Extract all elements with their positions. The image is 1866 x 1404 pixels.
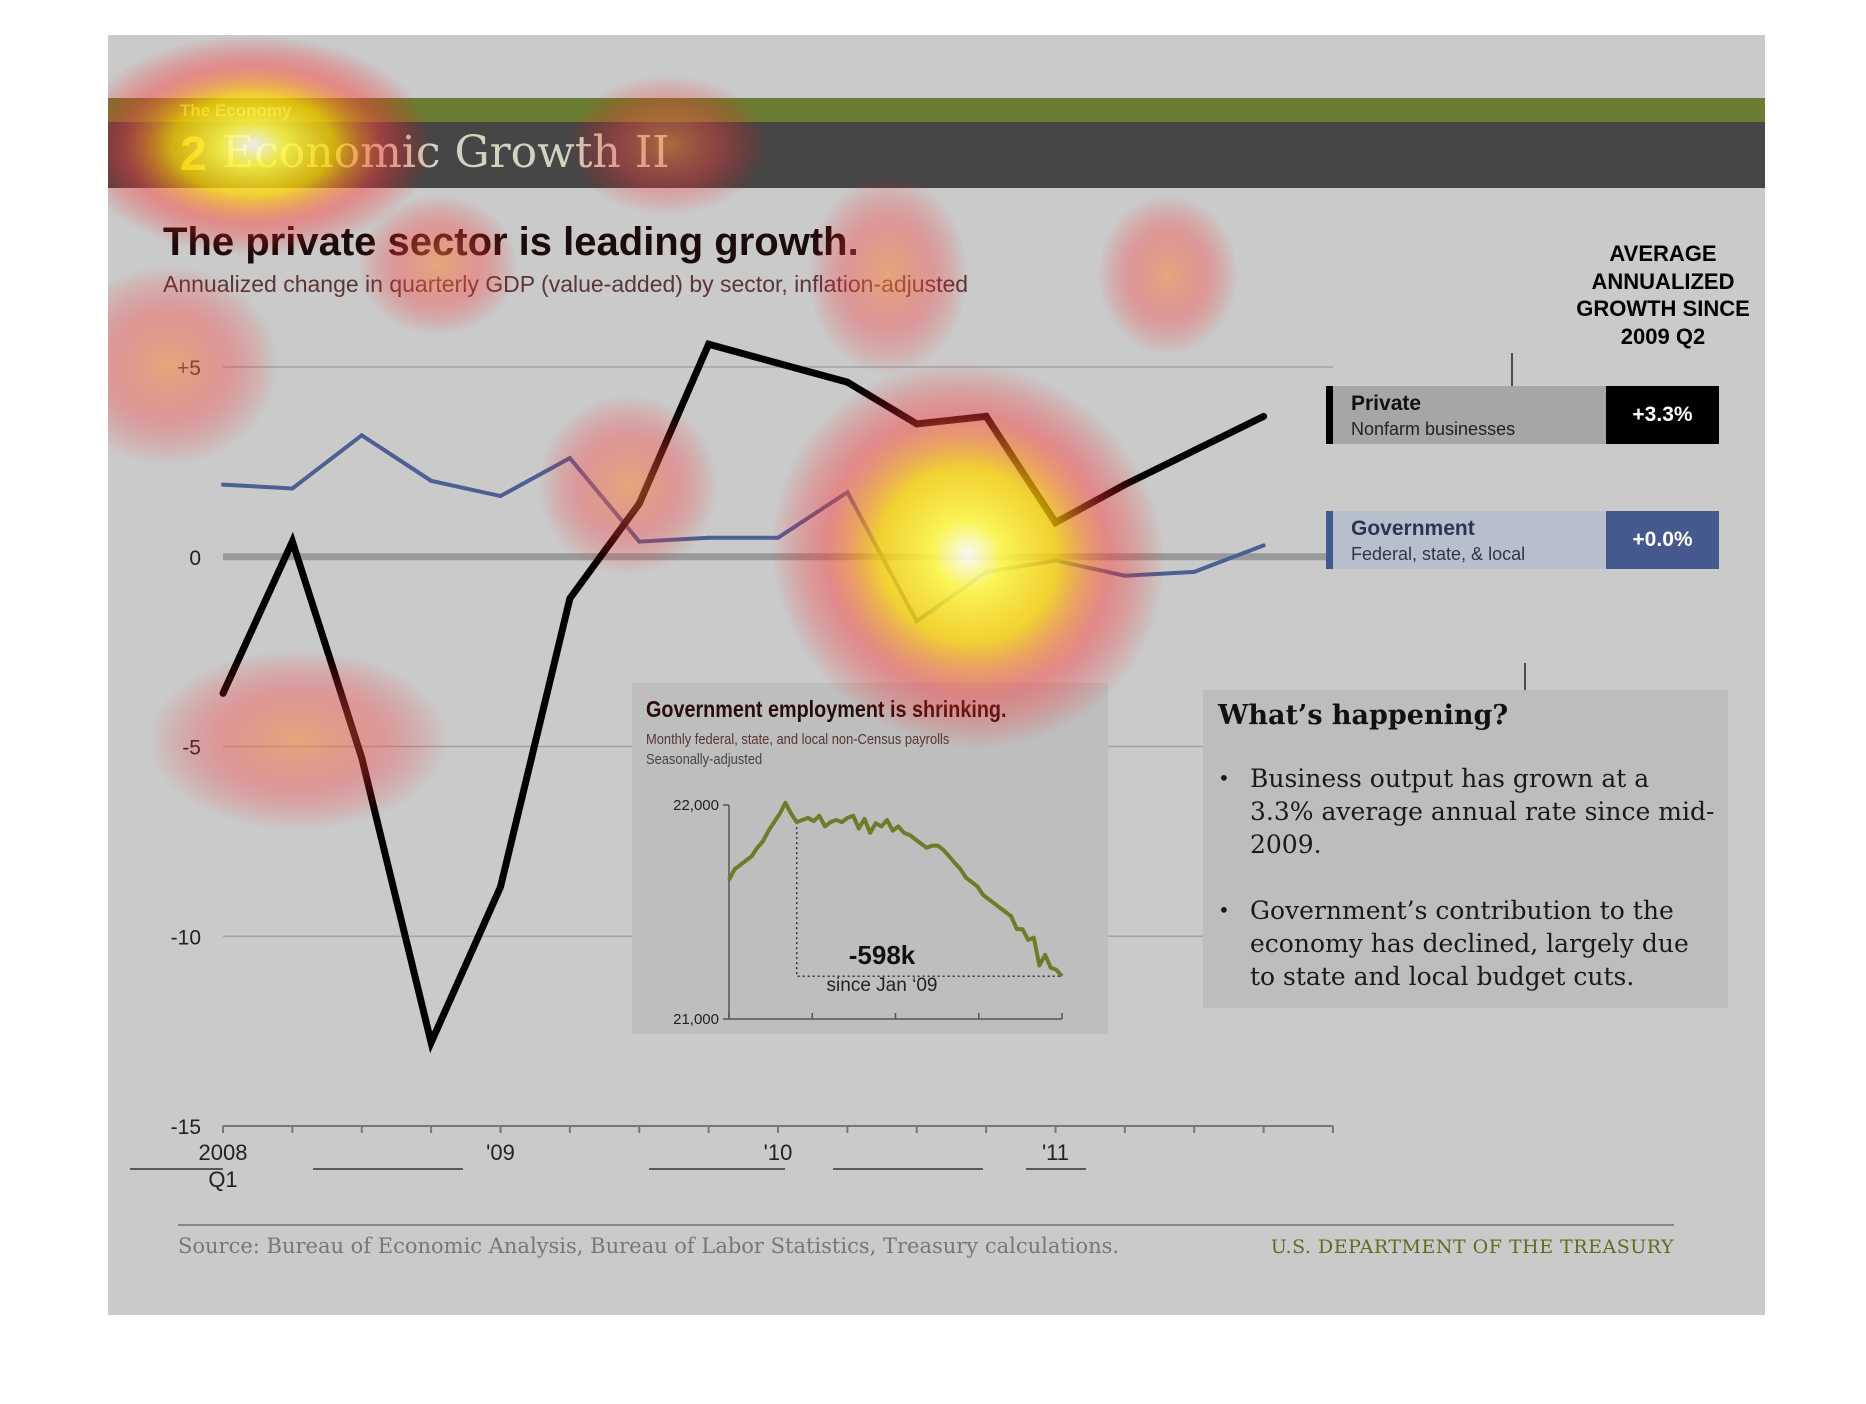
government-data-point [359,433,364,438]
private-data-point [705,340,713,348]
government-data-point [429,478,434,483]
government-data-point [567,456,572,461]
x-tick-label: 2008 [199,1140,248,1165]
legend-header: AVERAGE ANNUALIZED GROWTH SINCE 2009 Q2 [1576,241,1750,349]
private-data-point [982,412,990,420]
slide: The Economy 2 Economic Growth II The pri… [108,35,1765,1315]
private-data-point [1190,446,1198,454]
legend-private-value: +3.3% [1606,386,1719,444]
government-data-point [1053,558,1058,563]
private-data-point [774,359,782,367]
legend-government-desc: Federal, state, & local [1351,544,1526,564]
private-data-point [843,378,851,386]
bullet-item: Government’s contribution to the economy… [1218,894,1718,993]
whats-happening-panel: What’s happening? Business output has gr… [1203,690,1728,1008]
government-data-point [914,619,919,624]
private-data-point [219,689,227,697]
legend-government-value: +0.0% [1606,511,1719,569]
org-name: U.S. DEPARTMENT OF THE TREASURY [1270,1236,1674,1258]
x-tick-label: '11 [1042,1140,1069,1165]
x-tick-label: '10 [764,1140,793,1165]
private-data-point [497,883,504,891]
private-data-point [635,500,643,508]
government-series-line [222,432,1265,625]
whats-happening-list: Business output has grown at a 3.3% aver… [1218,762,1718,1026]
y-tick-label: 0 [189,547,201,570]
government-data-point [221,482,225,487]
inset-subtitle-2: Seasonally-adjusted [646,751,763,768]
private-data-point [288,538,296,546]
y-tick-label: +5 [177,357,201,380]
y-tick-label: -5 [182,737,201,760]
legend-government-name: Government [1351,517,1475,540]
annotation-value: -598k [849,940,916,970]
government-data-point [1192,569,1197,574]
inset-y-tick-label: 21,000 [673,1011,719,1028]
government-data-point [637,539,642,544]
government-data-point [845,490,850,495]
bullet-item: Business output has grown at a 3.3% aver… [1218,762,1718,861]
private-data-point [1121,481,1129,489]
x-tick-label: '09 [486,1140,515,1165]
government-data-point [290,486,295,491]
government-data-point [776,535,780,540]
y-tick-label: -15 [171,1116,201,1139]
private-data-point [1260,412,1268,420]
private-data-point [1052,519,1059,527]
whats-happening-title: What’s happening? [1218,700,1509,731]
x-tick-sublabel: Q1 [208,1167,237,1192]
government-data-point [498,494,503,499]
legend-private-desc: Nonfarm businesses [1351,419,1516,439]
change-bracket [795,822,1062,977]
private-data-point [427,1039,435,1047]
private-data-point [913,420,921,428]
inset-subtitle: Monthly federal, state, and local non-Ce… [646,731,950,748]
private-data-point [566,594,574,602]
annotation-label: since Jan ‘09 [827,975,938,996]
source-note: Source: Bureau of Economic Analysis, Bur… [178,1234,1120,1258]
legend-government: Government Federal, state, & local +0.0% [1326,511,1719,569]
inset-series-line [727,800,1064,978]
private-data-point [358,754,366,762]
government-data-point [984,569,989,574]
legend-private: Private Nonfarm businesses +3.3% [1326,386,1719,444]
inset-title: Government employment is shrinking. [646,696,1007,722]
footer-rule [178,1224,1674,1226]
government-data-point [1261,543,1266,548]
government-data-point [1122,573,1127,578]
y-tick-label: -10 [171,926,201,949]
legend-private-name: Private [1351,392,1422,415]
inset-y-tick-label: 22,000 [673,797,719,814]
government-data-point [706,535,711,540]
